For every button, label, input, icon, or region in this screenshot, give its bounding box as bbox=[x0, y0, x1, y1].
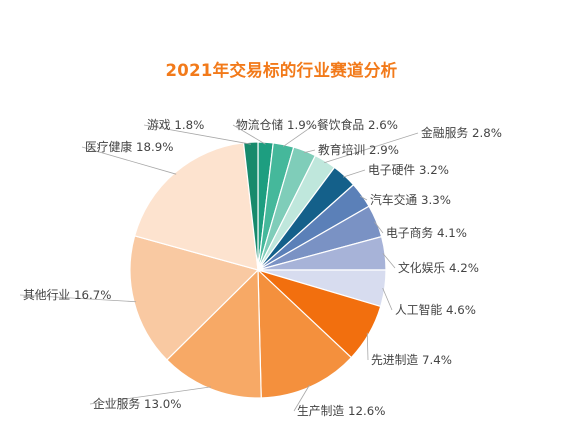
leader-line-10 bbox=[366, 332, 369, 361]
leader-line-15 bbox=[143, 124, 251, 145]
leader-line-2 bbox=[282, 124, 315, 147]
leader-line-7 bbox=[374, 221, 384, 234]
leader-line-6 bbox=[359, 195, 368, 201]
leader-line-13 bbox=[19, 294, 137, 303]
slice-label-3: 教育培训 2.9% bbox=[318, 143, 399, 157]
pie-slice-14 bbox=[133, 142, 259, 271]
slice-label-6: 汽车交通 3.3% bbox=[370, 193, 451, 207]
slice-label-8: 文化娱乐 4.2% bbox=[398, 261, 479, 275]
pie-slice-12 bbox=[166, 268, 262, 399]
slice-label-1: 物流仓储 1.9% bbox=[236, 118, 317, 132]
pie-slice-13 bbox=[129, 235, 260, 361]
pie-slice-11 bbox=[257, 268, 353, 399]
leader-line-12 bbox=[89, 386, 211, 405]
leader-line-9 bbox=[382, 287, 393, 311]
leader-line-1 bbox=[232, 124, 266, 145]
slice-label-2: 餐饮食品 2.6% bbox=[317, 118, 398, 132]
slice-label-5: 电子硬件 3.2% bbox=[368, 163, 449, 177]
slice-label-10: 先进制造 7.4% bbox=[371, 353, 452, 367]
leader-line-5 bbox=[342, 169, 366, 178]
leader-line-11 bbox=[293, 384, 310, 412]
slice-label-4: 金融服务 2.8% bbox=[421, 126, 502, 140]
slice-label-14: 医疗健康 18.9% bbox=[85, 140, 173, 154]
leader-line-8 bbox=[382, 253, 396, 269]
leader-line-14 bbox=[81, 146, 177, 175]
leader-line-4 bbox=[324, 132, 419, 164]
slice-label-7: 电子商务 4.1% bbox=[386, 226, 467, 240]
slice-label-13: 其他行业 16.7% bbox=[23, 288, 111, 302]
slice-label-11: 生产制造 12.6% bbox=[297, 404, 385, 418]
slice-label-15: 游戏 1.8% bbox=[147, 118, 204, 132]
chart-title: 2021年交易标的行业赛道分析 bbox=[165, 61, 398, 80]
slice-label-12: 企业服务 13.0% bbox=[93, 397, 181, 411]
leader-line-3 bbox=[303, 149, 316, 154]
slice-label-9: 人工智能 4.6% bbox=[395, 303, 476, 317]
